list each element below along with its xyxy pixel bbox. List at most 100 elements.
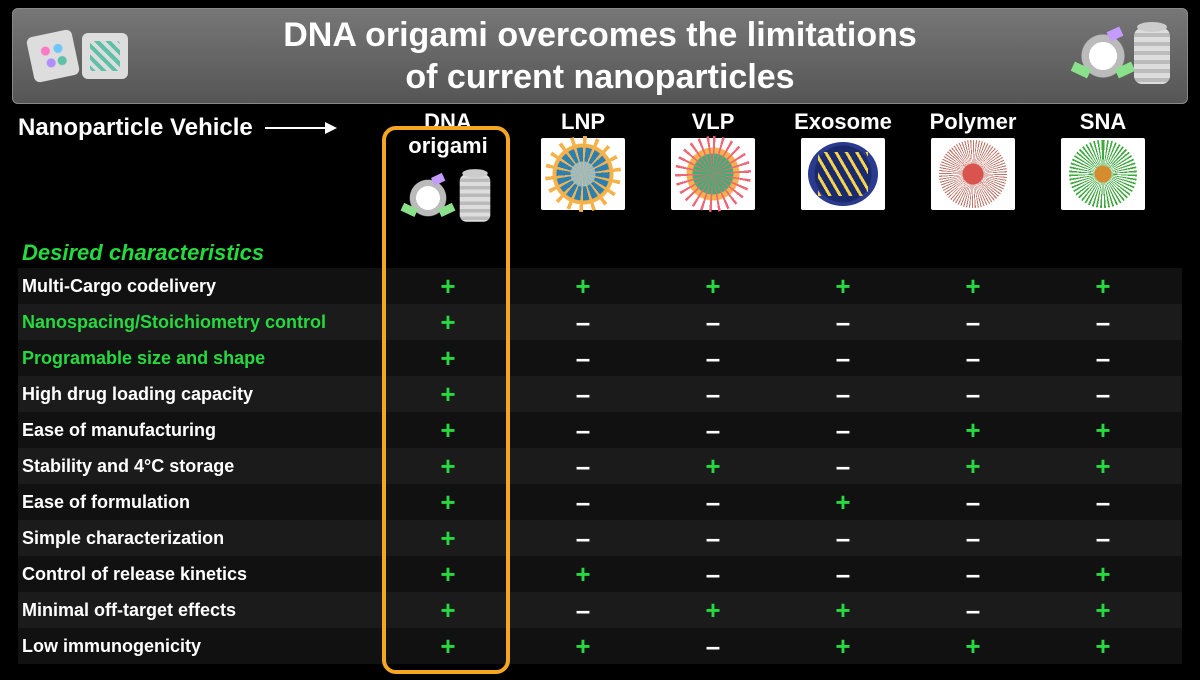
cell: + bbox=[778, 597, 908, 623]
cell: – bbox=[648, 309, 778, 335]
arrow-right-icon bbox=[265, 127, 335, 129]
cell: – bbox=[908, 489, 1038, 515]
table-row: Simple characterization+––––– bbox=[18, 520, 1182, 556]
cell: – bbox=[648, 633, 778, 659]
cell: + bbox=[378, 525, 518, 551]
row-label: Minimal off-target effects bbox=[18, 600, 378, 621]
origami-ring-icon bbox=[1078, 31, 1128, 81]
title-icon-left bbox=[30, 33, 128, 79]
cell: – bbox=[518, 345, 648, 371]
cell: + bbox=[908, 453, 1038, 479]
cell: – bbox=[1038, 525, 1168, 551]
cell: – bbox=[908, 381, 1038, 407]
title-line1: DNA origami overcomes the limitations bbox=[283, 16, 917, 54]
cell: + bbox=[378, 597, 518, 623]
cell: + bbox=[908, 633, 1038, 659]
col-head-exosome: Exosome bbox=[778, 110, 908, 210]
cell: – bbox=[778, 453, 908, 479]
row-label: Nanospacing/Stoichiometry control bbox=[18, 312, 378, 333]
cell: + bbox=[378, 381, 518, 407]
table-row: Minimal off-target effects+–++–+ bbox=[18, 592, 1182, 628]
cell: – bbox=[648, 489, 778, 515]
table-row: High drug loading capacity+––––– bbox=[18, 376, 1182, 412]
table-row: Programable size and shape+––––– bbox=[18, 340, 1182, 376]
table-row: Ease of formulation+––+–– bbox=[18, 484, 1182, 520]
cell: – bbox=[518, 525, 648, 551]
cell: + bbox=[1038, 453, 1168, 479]
cell: – bbox=[1038, 345, 1168, 371]
cell: + bbox=[648, 453, 778, 479]
row-label: Ease of manufacturing bbox=[18, 420, 378, 441]
cell: – bbox=[648, 417, 778, 443]
polymer-icon bbox=[931, 138, 1015, 210]
cell: + bbox=[1038, 633, 1168, 659]
page-title: DNA origami overcomes the limitations of… bbox=[283, 14, 917, 99]
origami-barrel-icon bbox=[1134, 28, 1170, 84]
cell: – bbox=[778, 381, 908, 407]
cell: + bbox=[778, 633, 908, 659]
cell: + bbox=[1038, 417, 1168, 443]
row-label: High drug loading capacity bbox=[18, 384, 378, 405]
cell: + bbox=[378, 489, 518, 515]
table-row: Ease of manufacturing+–––++ bbox=[18, 412, 1182, 448]
cell: – bbox=[1038, 381, 1168, 407]
cell: – bbox=[778, 525, 908, 551]
row-label: Stability and 4°C storage bbox=[18, 456, 378, 477]
vehicle-axis-label: Nanoparticle Vehicle bbox=[18, 110, 378, 142]
row-label: Low immunogenicity bbox=[18, 636, 378, 657]
dna-origami-icon bbox=[388, 162, 508, 234]
origami-box-icon bbox=[82, 33, 128, 79]
cell: + bbox=[908, 417, 1038, 443]
table-row: Low immunogenicity++–+++ bbox=[18, 628, 1182, 664]
cell: – bbox=[518, 309, 648, 335]
col-head-lnp: LNP bbox=[518, 110, 648, 210]
cell: + bbox=[778, 489, 908, 515]
col-head-dna: DNAorigami bbox=[378, 110, 518, 234]
cell: + bbox=[378, 345, 518, 371]
cell: + bbox=[378, 273, 518, 299]
title-line2: of current nanoparticles bbox=[405, 58, 794, 96]
row-label: Programable size and shape bbox=[18, 348, 378, 369]
vlp-icon bbox=[671, 138, 755, 210]
exosome-icon bbox=[801, 138, 885, 210]
col-head-polymer: Polymer bbox=[908, 110, 1038, 210]
section-label: Desired characteristics bbox=[0, 234, 1200, 268]
cell: + bbox=[1038, 561, 1168, 587]
cell: – bbox=[648, 381, 778, 407]
cell: – bbox=[908, 597, 1038, 623]
cell: + bbox=[778, 273, 908, 299]
row-label: Simple characterization bbox=[18, 528, 378, 549]
lnp-icon bbox=[541, 138, 625, 210]
origami-box-icon bbox=[26, 29, 81, 84]
cell: + bbox=[518, 273, 648, 299]
row-label: Ease of formulation bbox=[18, 492, 378, 513]
title-icon-right bbox=[1078, 28, 1170, 84]
cell: + bbox=[378, 453, 518, 479]
cell: – bbox=[648, 561, 778, 587]
cell: – bbox=[908, 309, 1038, 335]
title-bar: DNA origami overcomes the limitations of… bbox=[12, 8, 1188, 104]
col-head-vlp: VLP bbox=[648, 110, 778, 210]
cell: – bbox=[908, 345, 1038, 371]
cell: – bbox=[518, 453, 648, 479]
cell: + bbox=[518, 633, 648, 659]
cell: – bbox=[908, 561, 1038, 587]
cell: + bbox=[648, 273, 778, 299]
cell: – bbox=[1038, 489, 1168, 515]
sna-icon bbox=[1061, 138, 1145, 210]
cell: + bbox=[378, 309, 518, 335]
cell: – bbox=[778, 309, 908, 335]
cell: – bbox=[778, 561, 908, 587]
cell: – bbox=[778, 417, 908, 443]
column-header-row: Nanoparticle Vehicle DNAorigami LNP VLP … bbox=[0, 110, 1200, 234]
cell: – bbox=[648, 525, 778, 551]
cell: – bbox=[518, 489, 648, 515]
cell: + bbox=[908, 273, 1038, 299]
row-label: Control of release kinetics bbox=[18, 564, 378, 585]
cell: – bbox=[1038, 309, 1168, 335]
cell: + bbox=[378, 561, 518, 587]
cell: – bbox=[518, 417, 648, 443]
table-row: Nanospacing/Stoichiometry control+––––– bbox=[18, 304, 1182, 340]
cell: – bbox=[648, 345, 778, 371]
comparison-matrix: Multi-Cargo codelivery++++++Nanospacing/… bbox=[0, 268, 1200, 664]
